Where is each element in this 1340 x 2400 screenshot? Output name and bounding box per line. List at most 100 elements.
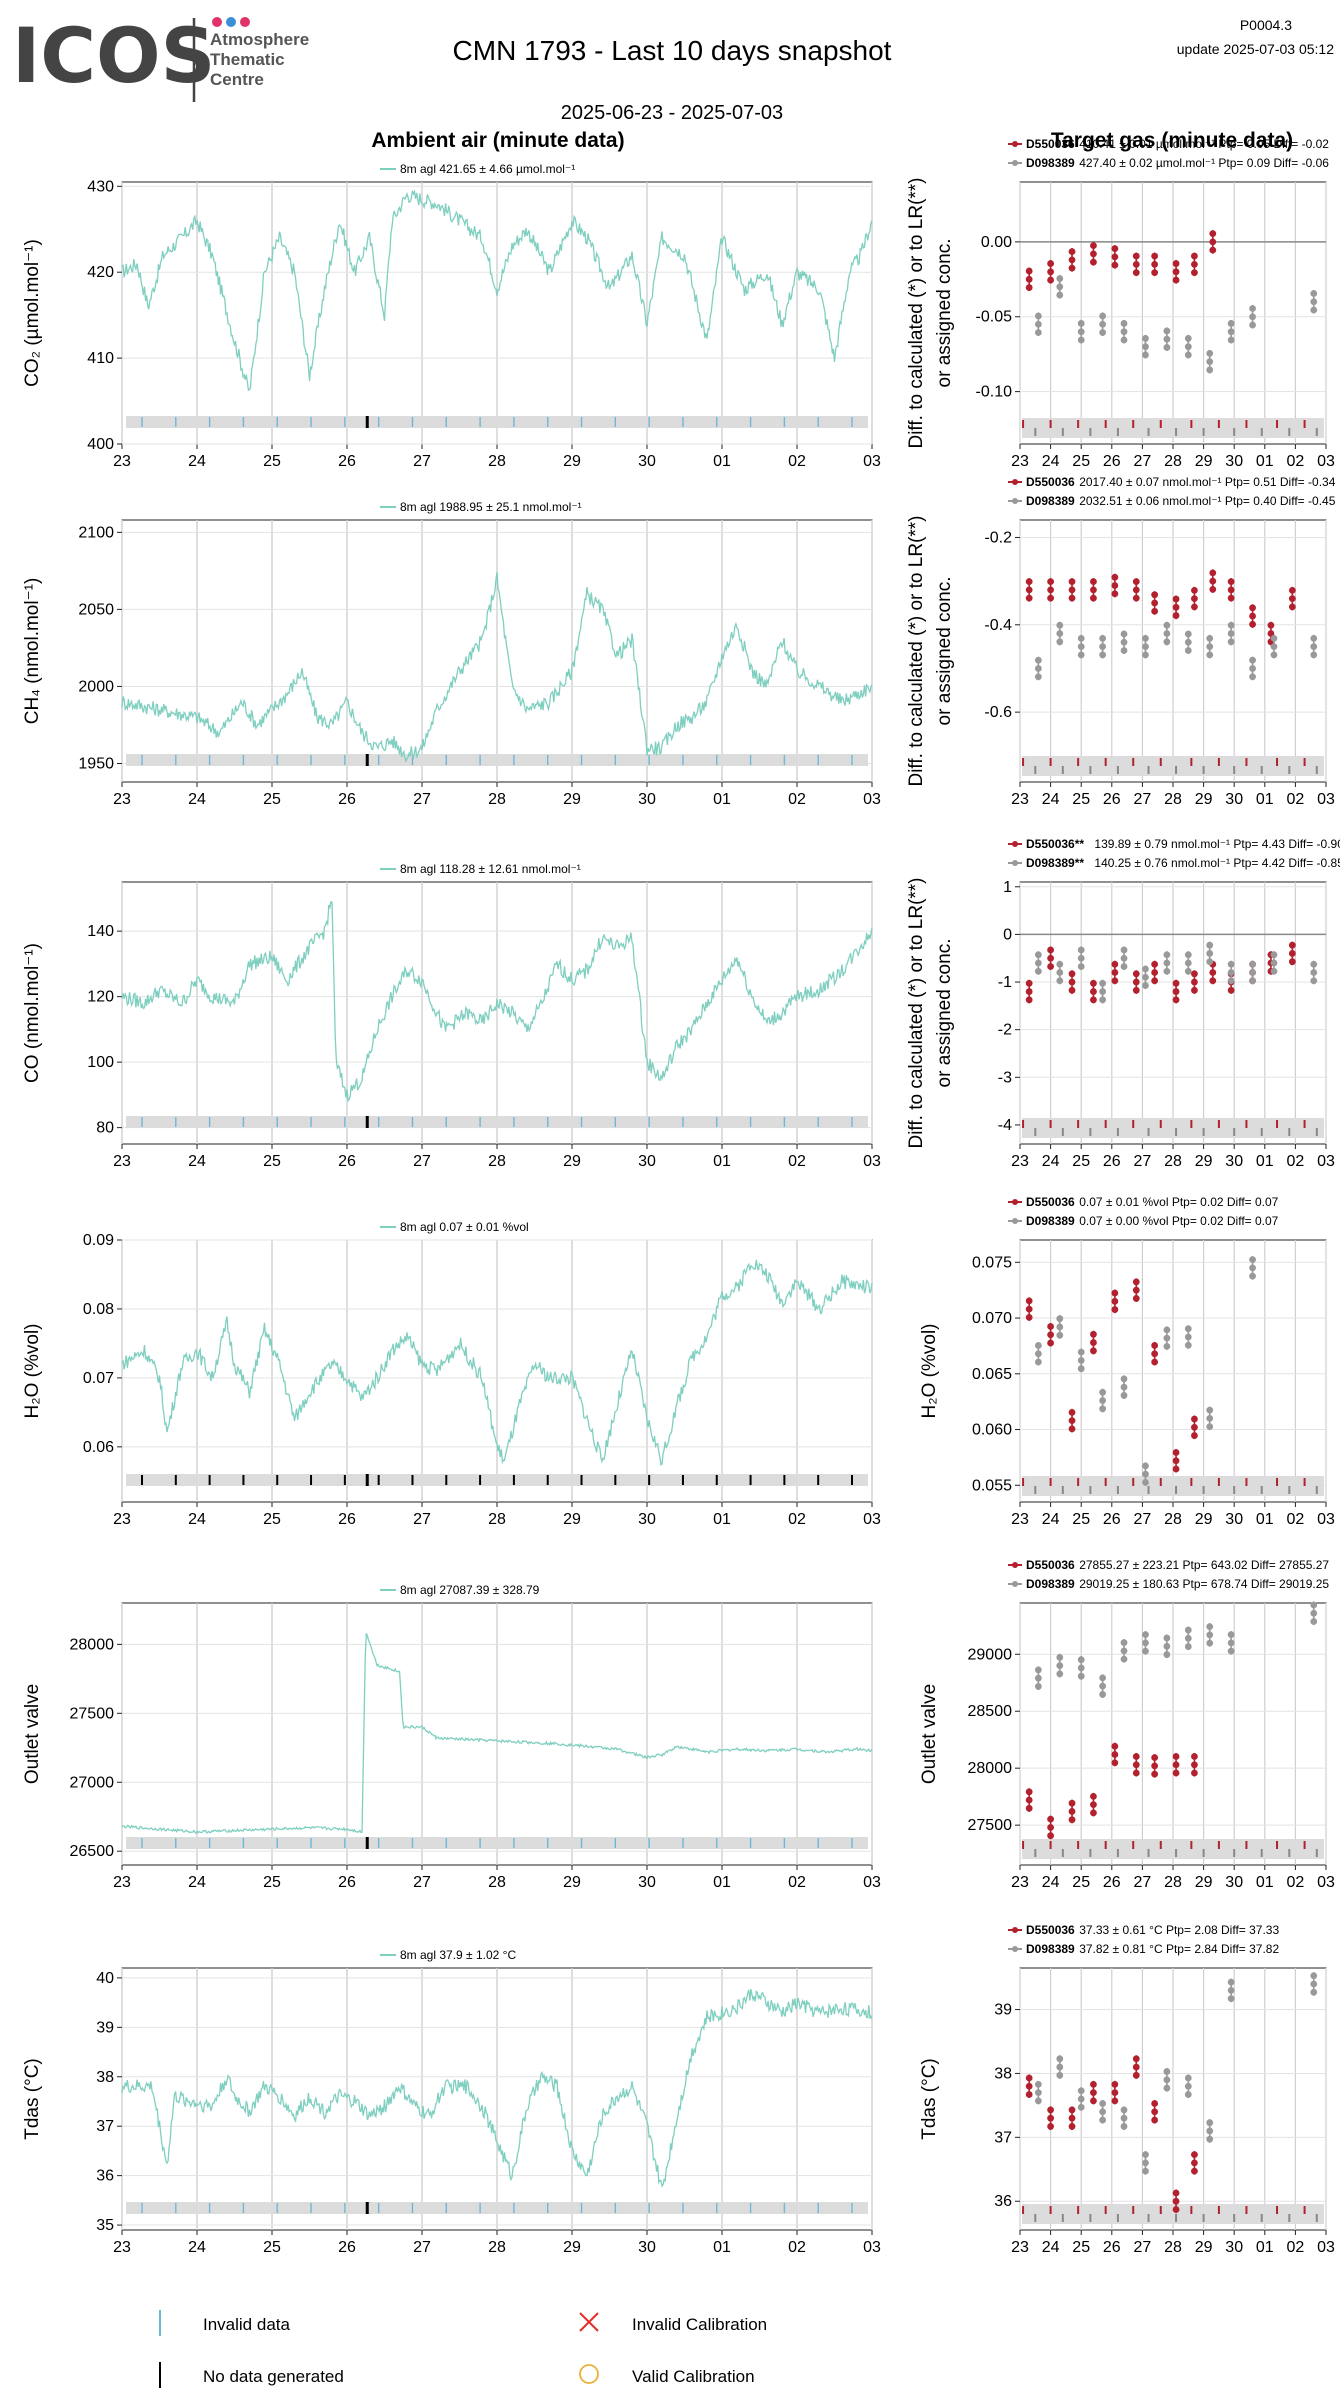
panel-h2o: 23 24 25 26 27 28 29 30 01 02 03 0.06 0.07 0.08 0.09 8m… bbox=[22, 1195, 1335, 1528]
target-xtick-label: 30 bbox=[1225, 791, 1243, 808]
valid-calibration-icon bbox=[579, 2364, 599, 2384]
target-point bbox=[1090, 242, 1097, 250]
target-ytick-label: -0.10 bbox=[976, 384, 1013, 401]
ambient-y-axis-label: CO₂ (µmol.mol⁻¹) bbox=[22, 239, 43, 387]
target-point bbox=[1227, 960, 1235, 968]
target-xtick-label: 29 bbox=[1195, 453, 1213, 470]
ambient-xtick-label: 02 bbox=[788, 791, 806, 808]
target-point bbox=[1172, 996, 1180, 1004]
target-point bbox=[1068, 978, 1076, 986]
ambient-xtick-label: 02 bbox=[788, 1511, 806, 1528]
target-point bbox=[1090, 1339, 1097, 1346]
target-point bbox=[1068, 2106, 1076, 2114]
ambient-flag-band bbox=[126, 754, 868, 766]
target-point bbox=[1142, 343, 1149, 351]
target-point bbox=[1270, 951, 1278, 959]
target-point bbox=[1249, 1256, 1256, 1264]
target-point bbox=[1056, 1331, 1064, 1339]
target-legend-text: 140.25 ± 0.76 nmol.mol⁻¹ Ptp= 4.42 Diff=… bbox=[1094, 856, 1340, 870]
target-point bbox=[1120, 963, 1128, 970]
target-point bbox=[1288, 595, 1296, 602]
target-point bbox=[1206, 1631, 1214, 1639]
target-point bbox=[1120, 328, 1128, 336]
ambient-series-line bbox=[121, 1988, 873, 2188]
target-ytick-label: -4 bbox=[998, 1117, 1012, 1134]
target-y-axis-label: H₂O (%vol) bbox=[919, 1324, 940, 1419]
target-point bbox=[1025, 578, 1033, 586]
target-point bbox=[1025, 594, 1033, 602]
target-point bbox=[1077, 1664, 1085, 1672]
page-title: CMN 1793 - Last 10 days snapshot bbox=[453, 35, 892, 66]
ambient-xtick-label: 24 bbox=[188, 1874, 206, 1891]
target-point bbox=[1120, 336, 1128, 344]
target-point bbox=[1056, 621, 1064, 629]
ambient-xtick-label: 23 bbox=[113, 1874, 131, 1891]
target-point bbox=[1142, 351, 1149, 359]
target-point bbox=[1172, 979, 1180, 987]
target-point bbox=[1111, 1297, 1119, 1305]
target-xtick-label: 30 bbox=[1225, 453, 1243, 470]
target-point bbox=[1056, 1323, 1064, 1331]
target-point bbox=[1047, 578, 1054, 586]
ambient-xtick-label: 02 bbox=[788, 1874, 806, 1891]
ambient-ytick-label: 140 bbox=[87, 923, 114, 940]
ambient-xtick-label: 24 bbox=[188, 2239, 206, 2256]
target-legend-name: D098389 bbox=[1026, 1214, 1075, 1228]
target-point bbox=[1209, 977, 1217, 985]
target-point bbox=[1151, 1754, 1159, 1762]
target-ytick-label: 0.060 bbox=[972, 1422, 1012, 1439]
target-point bbox=[1206, 950, 1214, 957]
target-point bbox=[1151, 2108, 1159, 2116]
target-point bbox=[1249, 305, 1256, 312]
target-point bbox=[1034, 1342, 1042, 1349]
target-point bbox=[1310, 298, 1318, 306]
ambient-ytick-label: 0.07 bbox=[83, 1370, 114, 1387]
target-point bbox=[1090, 1347, 1097, 1355]
ambient-ytick-label: 27000 bbox=[70, 1774, 115, 1791]
ambient-ytick-label: 26500 bbox=[70, 1843, 115, 1860]
target-point bbox=[1090, 586, 1097, 594]
target-point bbox=[1172, 2197, 1180, 2205]
logo-dot-pink-2 bbox=[240, 17, 250, 27]
target-point bbox=[1047, 2106, 1054, 2114]
ambient-xtick-label: 02 bbox=[788, 453, 806, 470]
target-xtick-label: 25 bbox=[1072, 1511, 1090, 1528]
target-legend-dot bbox=[1012, 498, 1018, 504]
target-point bbox=[1099, 1405, 1107, 1413]
logo-line-2: Thematic bbox=[210, 50, 285, 69]
target-point bbox=[1090, 258, 1097, 266]
target-point bbox=[1068, 2123, 1076, 2130]
target-xtick-label: 03 bbox=[1317, 1153, 1335, 1170]
target-ytick-label: -0.2 bbox=[984, 529, 1012, 546]
target-point bbox=[1120, 954, 1128, 962]
target-point bbox=[1090, 2080, 1097, 2088]
target-point bbox=[1132, 252, 1140, 260]
target-point bbox=[1310, 634, 1318, 642]
target-point bbox=[1068, 1808, 1076, 1815]
target-point bbox=[1099, 2116, 1107, 2124]
ambient-ytick-label: 2100 bbox=[78, 524, 114, 541]
target-point bbox=[1047, 260, 1054, 267]
ambient-xtick-label: 29 bbox=[563, 453, 581, 470]
target-point bbox=[1209, 230, 1217, 238]
target-point bbox=[1184, 343, 1192, 351]
target-point bbox=[1227, 1978, 1235, 1986]
target-point bbox=[1111, 261, 1119, 269]
target-ytick-label: -0.4 bbox=[984, 617, 1012, 634]
target-point bbox=[1025, 1788, 1033, 1796]
target-point bbox=[1151, 1770, 1159, 1778]
target-point bbox=[1120, 647, 1128, 654]
target-point bbox=[1172, 1465, 1180, 1473]
target-xtick-label: 29 bbox=[1195, 791, 1213, 808]
target-xtick-label: 01 bbox=[1256, 1874, 1274, 1891]
target-heading: Target gas (minute data) bbox=[1051, 129, 1293, 152]
target-point bbox=[1191, 1415, 1198, 1423]
target-point bbox=[1184, 647, 1192, 654]
ambient-y-axis-label: Tdas (°C) bbox=[22, 2058, 43, 2140]
ambient-ytick-label: 410 bbox=[87, 350, 114, 367]
target-ytick-label: -3 bbox=[998, 1069, 1012, 1086]
target-flag-band bbox=[1022, 1839, 1324, 1859]
target-point bbox=[1227, 638, 1235, 646]
target-point bbox=[1120, 2114, 1128, 2122]
target-point bbox=[1249, 1272, 1256, 1280]
